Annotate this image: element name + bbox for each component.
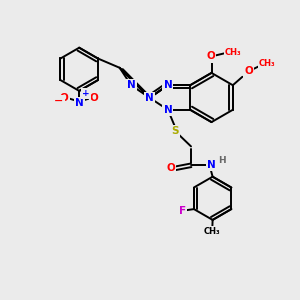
Text: N: N (207, 160, 216, 170)
Text: H: H (218, 156, 225, 165)
Text: CH₃: CH₃ (259, 59, 276, 68)
Text: O: O (167, 163, 175, 173)
Text: S: S (172, 126, 179, 136)
Text: O: O (60, 93, 69, 103)
Text: O: O (206, 51, 215, 62)
Text: O: O (90, 93, 99, 103)
Text: +: + (82, 89, 90, 98)
Text: CH₃: CH₃ (204, 227, 220, 236)
Text: N: N (75, 98, 84, 109)
Text: N: N (145, 93, 154, 103)
Text: O: O (244, 66, 253, 76)
Text: N: N (164, 80, 172, 90)
Text: CH₃: CH₃ (225, 48, 242, 57)
Text: N: N (164, 105, 172, 115)
Text: −: − (54, 96, 64, 106)
Text: F: F (179, 206, 186, 216)
Text: N: N (127, 80, 136, 90)
